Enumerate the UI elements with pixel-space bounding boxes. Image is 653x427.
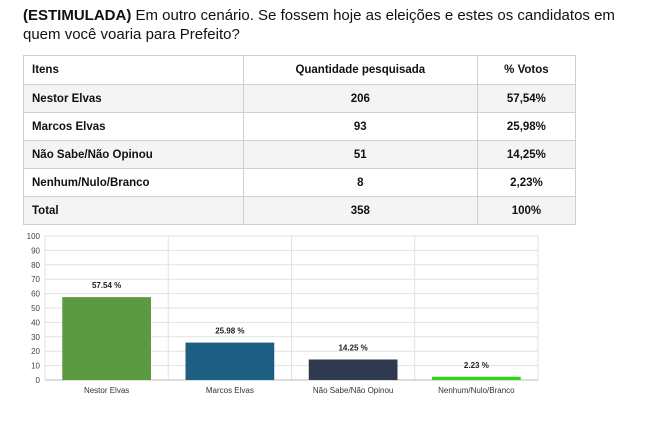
table-row: Não Sabe/Não Opinou 51 14,25% (23, 140, 577, 169)
header-percent: % Votos (476, 55, 577, 85)
y-tick-label: 90 (31, 246, 40, 255)
row-quantity: 51 (242, 140, 478, 169)
y-tick-label: 60 (31, 290, 40, 299)
x-tick-label: Nenhum/Nulo/Branco (438, 386, 515, 395)
y-tick-label: 10 (31, 362, 40, 371)
data-label: 25.98 % (215, 327, 244, 336)
y-tick-label: 40 (31, 318, 40, 327)
y-tick-label: 20 (31, 347, 40, 356)
bar-chart: 0 10 20 30 40 50 60 70 80 90 100 57.54 % Nestor Elva… (27, 232, 539, 395)
bar (432, 376, 521, 380)
row-quantity: 93 (242, 112, 478, 141)
header-items: Itens (23, 55, 244, 85)
row-quantity: 206 (242, 84, 478, 113)
table-row: Nestor Elvas 206 57,54% (23, 84, 577, 113)
x-tick-label: Não Sabe/Não Opinou (313, 386, 394, 395)
table-row: Nenhum/Nulo/Branco 8 2,23% (23, 168, 577, 197)
data-label: 57.54 % (92, 281, 121, 290)
bar (62, 297, 151, 380)
x-tick-label: Nestor Elvas (84, 386, 129, 395)
y-tick-label: 80 (31, 261, 40, 270)
row-quantity: 358 (242, 196, 478, 225)
title-prefix: (ESTIMULADA) (23, 7, 132, 24)
bar (308, 359, 398, 380)
row-percent: 25,98% (476, 112, 577, 141)
title-text: Em outro cenário. Se fossem hoje as elei… (23, 7, 615, 43)
row-percent: 57,54% (476, 84, 577, 113)
table-row-total: Total 358 100% (23, 196, 577, 225)
data-label: 2.23 % (464, 361, 489, 370)
header-quantity: Quantidade pesquisada (242, 55, 478, 85)
results-table: Itens Quantidade pesquisada % Votos Nest… (23, 55, 577, 225)
y-tick-label: 50 (31, 304, 40, 313)
bar (185, 342, 275, 380)
data-label: 14.25 % (338, 343, 367, 352)
row-item: Total (23, 196, 244, 225)
row-percent: 100% (476, 196, 577, 225)
row-percent: 14,25% (476, 140, 577, 169)
row-item: Não Sabe/Não Opinou (23, 140, 244, 169)
y-tick-label: 0 (36, 376, 41, 385)
row-item: Nestor Elvas (23, 84, 244, 113)
row-item: Marcos Elvas (23, 112, 244, 141)
table-row: Marcos Elvas 93 25,98% (23, 112, 577, 141)
row-quantity: 8 (242, 168, 478, 197)
y-tick-label: 70 (31, 275, 40, 284)
y-tick-label: 30 (31, 333, 40, 342)
row-percent: 2,23% (476, 168, 577, 197)
table-header-row: Itens Quantidade pesquisada % Votos (23, 55, 577, 85)
chart-title: (ESTIMULADA) Em outro cenário. Se fossem… (23, 6, 633, 44)
y-tick-label: 100 (27, 232, 41, 241)
row-item: Nenhum/Nulo/Branco (23, 168, 244, 197)
x-tick-label: Marcos Elvas (206, 386, 254, 395)
